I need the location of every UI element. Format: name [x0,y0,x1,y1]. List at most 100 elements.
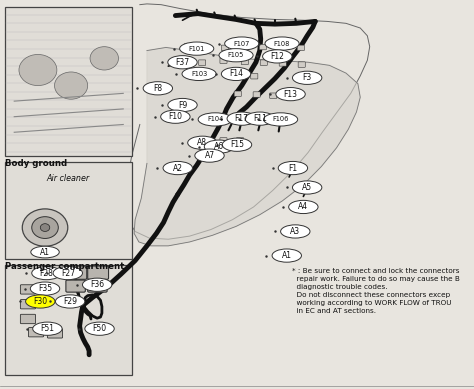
Text: F3: F3 [302,73,312,82]
FancyBboxPatch shape [234,91,241,96]
FancyBboxPatch shape [20,314,36,324]
Ellipse shape [82,278,112,291]
Text: F36: F36 [90,280,104,289]
Ellipse shape [161,110,190,123]
FancyBboxPatch shape [47,329,63,338]
FancyBboxPatch shape [28,328,44,337]
Ellipse shape [263,50,292,63]
Text: F50: F50 [92,324,107,333]
Text: F101: F101 [189,46,205,52]
Ellipse shape [222,138,252,151]
Ellipse shape [278,161,308,175]
Ellipse shape [204,140,234,153]
FancyBboxPatch shape [237,138,244,143]
Text: A2: A2 [173,163,183,173]
FancyBboxPatch shape [279,44,286,49]
FancyBboxPatch shape [288,94,295,100]
Ellipse shape [264,113,298,126]
Circle shape [55,72,88,99]
Ellipse shape [281,225,310,238]
Ellipse shape [276,88,305,101]
FancyBboxPatch shape [297,45,304,51]
Ellipse shape [188,136,217,149]
Circle shape [32,217,58,238]
Ellipse shape [265,37,299,50]
Text: F27: F27 [61,268,75,278]
Circle shape [40,224,50,231]
Text: A3: A3 [290,227,301,236]
Ellipse shape [168,56,197,69]
Ellipse shape [85,322,114,335]
FancyBboxPatch shape [251,74,258,79]
FancyBboxPatch shape [199,138,206,143]
Text: A7: A7 [204,151,215,160]
FancyBboxPatch shape [260,60,267,65]
FancyBboxPatch shape [279,61,286,66]
Ellipse shape [272,249,301,262]
FancyBboxPatch shape [305,182,312,188]
Polygon shape [134,47,360,246]
FancyBboxPatch shape [270,93,277,98]
Text: F17: F17 [235,114,249,123]
Text: F11: F11 [253,114,267,123]
Text: A5: A5 [302,183,312,192]
Ellipse shape [221,67,251,81]
Text: A6: A6 [214,142,224,151]
Ellipse shape [53,266,82,280]
Text: F13: F13 [283,89,298,99]
FancyBboxPatch shape [199,60,206,65]
FancyBboxPatch shape [66,266,87,279]
Ellipse shape [198,113,232,126]
FancyBboxPatch shape [184,44,191,49]
FancyBboxPatch shape [292,227,300,233]
Ellipse shape [33,322,62,335]
FancyBboxPatch shape [66,280,85,292]
Ellipse shape [182,67,216,81]
Text: Passenger compartment: Passenger compartment [5,262,124,271]
Ellipse shape [227,112,256,125]
Text: F15: F15 [230,140,244,149]
Ellipse shape [292,71,322,84]
Ellipse shape [225,37,259,50]
FancyBboxPatch shape [289,164,296,170]
Ellipse shape [32,266,61,280]
Text: F12: F12 [270,52,284,61]
Text: Air cleaner: Air cleaner [47,174,90,183]
Text: F28: F28 [39,268,54,278]
Text: F51: F51 [40,324,55,333]
FancyBboxPatch shape [241,44,248,49]
Text: F108: F108 [274,40,290,47]
Text: A4: A4 [298,202,309,212]
Text: F14: F14 [229,69,243,79]
Ellipse shape [26,295,55,308]
Ellipse shape [168,98,197,112]
FancyBboxPatch shape [5,7,132,156]
FancyBboxPatch shape [20,300,36,309]
FancyBboxPatch shape [301,203,308,209]
Ellipse shape [180,42,214,55]
FancyBboxPatch shape [259,44,266,50]
Text: F35: F35 [38,284,52,293]
Text: F9: F9 [178,100,187,110]
Ellipse shape [292,181,322,194]
FancyBboxPatch shape [220,138,227,143]
Text: * : Be sure to connect and lock the connectors
  repair work. Failure to do so m: * : Be sure to connect and lock the conn… [292,268,459,314]
Text: F1: F1 [288,163,298,173]
Ellipse shape [55,295,85,308]
Ellipse shape [31,246,59,258]
Circle shape [90,47,118,70]
Ellipse shape [195,149,224,162]
Text: F10: F10 [168,112,182,121]
FancyBboxPatch shape [221,45,228,51]
FancyBboxPatch shape [253,92,260,97]
FancyBboxPatch shape [298,62,305,67]
Ellipse shape [245,112,274,125]
FancyBboxPatch shape [5,265,132,375]
Text: A8: A8 [197,138,208,147]
FancyBboxPatch shape [88,280,107,292]
Text: F30: F30 [33,297,47,306]
FancyBboxPatch shape [5,162,132,259]
Text: F37: F37 [175,58,190,67]
Text: Body ground: Body ground [5,159,67,168]
Text: F105: F105 [228,52,244,58]
